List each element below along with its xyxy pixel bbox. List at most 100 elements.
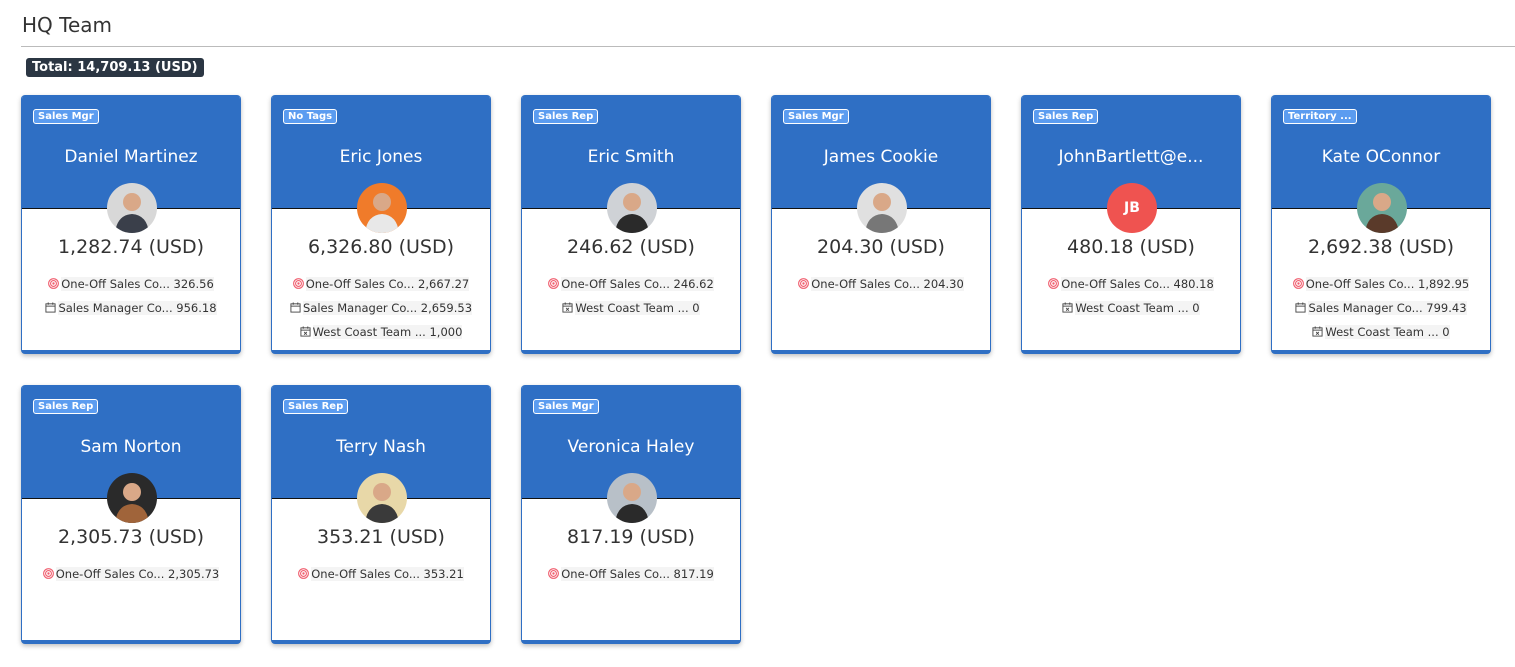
avatar xyxy=(857,183,907,233)
commission-list: One-Off Sales Co... 480.18 West Coast Tea… xyxy=(1022,272,1240,320)
item-value: 2,659.53 xyxy=(420,301,473,315)
commission-list: One-Off Sales Co... 2,667.27 Sales Manage… xyxy=(272,272,490,344)
commission-item: Sales Manager Co... 956.18 xyxy=(22,296,240,320)
target-icon xyxy=(548,567,561,581)
commission-item: One-Off Sales Co... 480.18 xyxy=(1022,272,1240,296)
card-header: Sales Rep Eric Smith xyxy=(522,95,740,233)
card-header: Sales Rep Terry Nash xyxy=(272,385,490,523)
item-value: 1,892.95 xyxy=(1418,277,1470,291)
member-name[interactable]: James Cookie xyxy=(823,147,939,167)
avatar xyxy=(607,473,657,523)
avatar xyxy=(1357,183,1407,233)
member-name[interactable]: Terry Nash xyxy=(336,437,426,457)
commission-item: One-Off Sales Co... 204.30 xyxy=(772,272,990,296)
calendar-icon xyxy=(45,301,58,315)
commission-list: One-Off Sales Co... 1,892.95 Sales Manage… xyxy=(1272,272,1490,344)
item-label: West Coast Team ... xyxy=(312,325,426,339)
item-label: One-Off Sales Co... xyxy=(811,277,920,291)
avatar xyxy=(107,473,157,523)
item-label: West Coast Team ... xyxy=(575,301,689,315)
item-value: 2,305.73 xyxy=(168,567,220,581)
member-name[interactable]: JohnBartlett@e... xyxy=(1058,147,1204,167)
member-total: 353.21 (USD) xyxy=(317,526,445,548)
tag-badge[interactable]: Sales Rep xyxy=(33,399,99,414)
commission-list: One-Off Sales Co... 353.21 xyxy=(272,562,490,586)
team-member-card[interactable]: Territory ... Kate OConnor 2,692.38 (USD… xyxy=(1271,95,1491,354)
calendar-x-icon xyxy=(1062,301,1075,315)
item-value: 817.19 xyxy=(673,567,714,581)
target-icon xyxy=(48,277,61,291)
item-value: 353.21 xyxy=(423,567,464,581)
item-value: 0 xyxy=(1192,301,1200,315)
target-icon xyxy=(1292,277,1306,291)
team-member-card[interactable]: Sales Rep Terry Nash 353.21 (USD) One-Of… xyxy=(271,385,491,644)
member-name[interactable]: Eric Jones xyxy=(339,147,423,167)
commission-item: Sales Manager Co... 799.43 xyxy=(1272,296,1490,320)
team-member-card[interactable]: No Tags Eric Jones 6,326.80 (USD) One-Of… xyxy=(271,95,491,354)
avatar xyxy=(357,473,407,523)
team-member-card[interactable]: Sales Mgr Daniel Martinez 1,282.74 (USD)… xyxy=(21,95,241,354)
item-label: One-Off Sales Co... xyxy=(561,567,670,581)
target-icon xyxy=(292,277,306,291)
item-label: One-Off Sales Co... xyxy=(1305,277,1415,291)
commission-item: West Coast Team ... 1,000 xyxy=(272,320,490,344)
member-name[interactable]: Eric Smith xyxy=(587,147,675,167)
commission-item: One-Off Sales Co... 326.56 xyxy=(22,272,240,296)
target-icon xyxy=(548,277,561,291)
item-value: 0 xyxy=(692,301,700,315)
team-member-card[interactable]: Sales Mgr Veronica Haley 817.19 (USD) On… xyxy=(521,385,741,644)
tag-badge[interactable]: Sales Rep xyxy=(533,109,599,124)
total-badge: Total: 14,709.13 (USD) xyxy=(26,58,204,77)
commission-item: One-Off Sales Co... 2,667.27 xyxy=(272,272,490,296)
tag-badge[interactable]: Sales Mgr xyxy=(783,109,849,124)
avatar: JB xyxy=(1107,183,1157,233)
item-label: Sales Manager Co... xyxy=(58,301,173,315)
item-label: One-Off Sales Co... xyxy=(311,567,420,581)
team-member-card[interactable]: Sales Mgr James Cookie 204.30 (USD) One-… xyxy=(771,95,991,354)
member-total: 2,692.38 (USD) xyxy=(1307,236,1455,258)
tag-badge[interactable]: No Tags xyxy=(283,109,338,124)
tag-badge[interactable]: Sales Mgr xyxy=(33,109,99,124)
card-header: Sales Rep Sam Norton xyxy=(22,385,240,523)
item-value: 480.18 xyxy=(1173,277,1214,291)
item-label: One-Off Sales Co... xyxy=(61,277,170,291)
item-value: 246.62 xyxy=(673,277,714,291)
tag-badge[interactable]: Sales Mgr xyxy=(533,399,599,414)
commission-item: One-Off Sales Co... 1,892.95 xyxy=(1272,272,1490,296)
item-value: 204.30 xyxy=(923,277,964,291)
tag-badge[interactable]: Sales Rep xyxy=(283,399,349,414)
commission-list: One-Off Sales Co... 2,305.73 xyxy=(22,562,240,586)
item-value: 326.56 xyxy=(173,277,214,291)
member-total: 246.62 (USD) xyxy=(567,236,695,258)
commission-item: West Coast Team ... 0 xyxy=(522,296,740,320)
commission-item: West Coast Team ... 0 xyxy=(1272,320,1490,344)
item-value: 1,000 xyxy=(429,325,463,339)
member-name[interactable]: Daniel Martinez xyxy=(64,147,198,167)
item-label: One-Off Sales Co... xyxy=(305,277,415,291)
target-icon xyxy=(798,277,811,291)
commission-item: One-Off Sales Co... 353.21 xyxy=(272,562,490,586)
card-header: Sales Mgr James Cookie xyxy=(772,95,990,233)
team-member-card[interactable]: Sales Rep JohnBartlett@e... JB 480.18 (U… xyxy=(1021,95,1241,354)
calendar-x-icon xyxy=(300,325,313,339)
member-total: 204.30 (USD) xyxy=(817,236,945,258)
member-name[interactable]: Veronica Haley xyxy=(567,437,695,457)
team-member-card[interactable]: Sales Rep Sam Norton 2,305.73 (USD) One-… xyxy=(21,385,241,644)
member-name[interactable]: Sam Norton xyxy=(80,437,182,457)
team-member-card[interactable]: Sales Rep Eric Smith 246.62 (USD) One-Of… xyxy=(521,95,741,354)
item-label: Sales Manager Co... xyxy=(302,301,418,315)
item-label: One-Off Sales Co... xyxy=(55,567,165,581)
item-value: 0 xyxy=(1442,325,1450,339)
member-total: 2,305.73 (USD) xyxy=(57,526,205,548)
member-name[interactable]: Kate OConnor xyxy=(1321,147,1441,167)
member-total: 6,326.80 (USD) xyxy=(307,236,455,258)
tag-badge[interactable]: Territory ... xyxy=(1283,109,1357,124)
tag-badge[interactable]: Sales Rep xyxy=(1033,109,1099,124)
item-label: One-Off Sales Co... xyxy=(1061,277,1170,291)
avatar-initials: JB xyxy=(1124,200,1140,216)
item-value: 2,667.27 xyxy=(418,277,470,291)
member-total: 817.19 (USD) xyxy=(567,526,695,548)
avatar xyxy=(357,183,407,233)
target-icon xyxy=(42,567,56,581)
commission-item: West Coast Team ... 0 xyxy=(1022,296,1240,320)
